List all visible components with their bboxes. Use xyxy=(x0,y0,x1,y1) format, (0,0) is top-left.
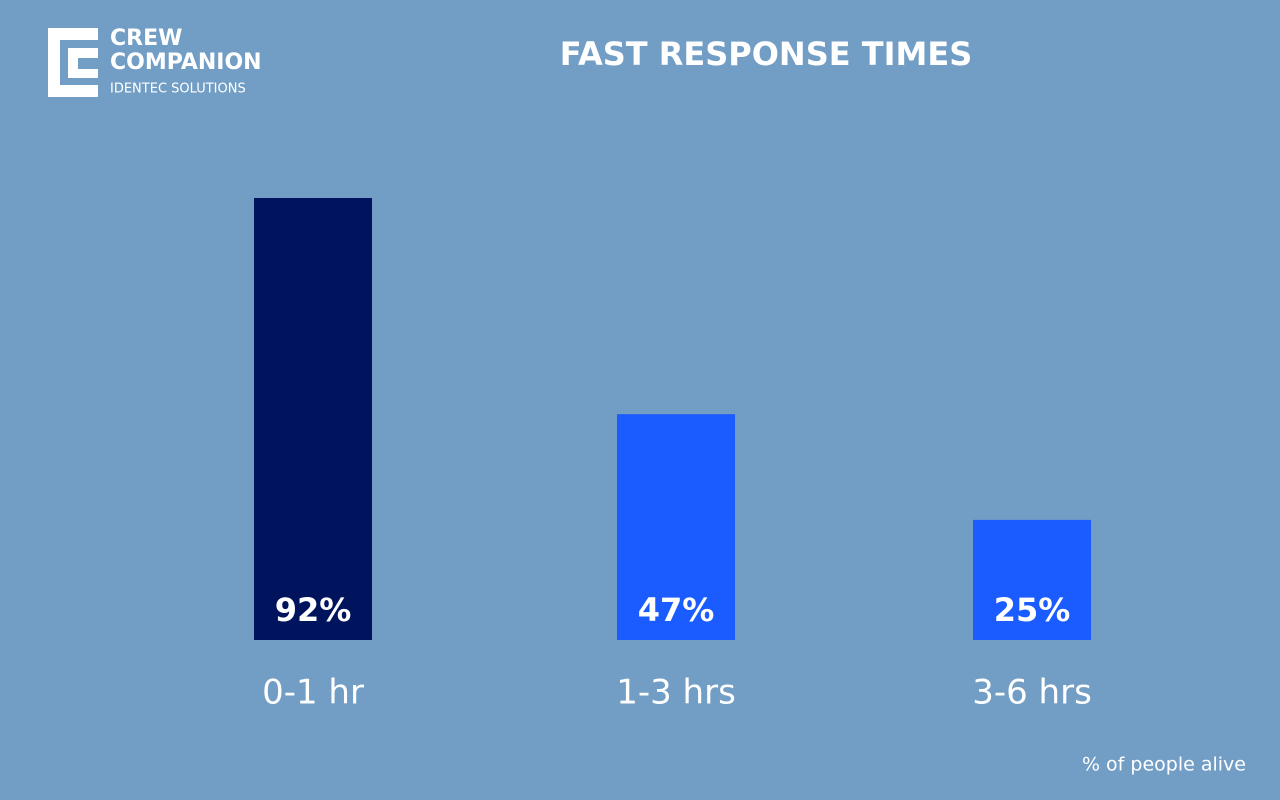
bar xyxy=(254,198,372,640)
chart-title: FAST RESPONSE TIMES xyxy=(560,35,972,73)
logo-line2: COMPANION xyxy=(110,50,262,75)
footnote: % of people alive xyxy=(1082,754,1246,776)
bar xyxy=(617,414,735,640)
logo-tagline: IDENTEC SOLUTIONS xyxy=(110,82,246,97)
logo: CREW COMPANION IDENTEC SOLUTIONS xyxy=(48,26,262,97)
x-tick-label: 1-3 hrs xyxy=(616,673,736,713)
bar xyxy=(973,519,1091,640)
value-label: 92% xyxy=(275,591,352,629)
value-label: 47% xyxy=(638,591,715,629)
x-tick-label: 3-6 hrs xyxy=(972,673,1092,713)
logo-line1: CREW xyxy=(110,26,182,51)
logo-icon-outer xyxy=(48,28,98,97)
logo-icon-inner xyxy=(68,48,98,78)
x-tick-label: 0-1 hr xyxy=(262,673,364,713)
value-label: 25% xyxy=(994,591,1071,629)
